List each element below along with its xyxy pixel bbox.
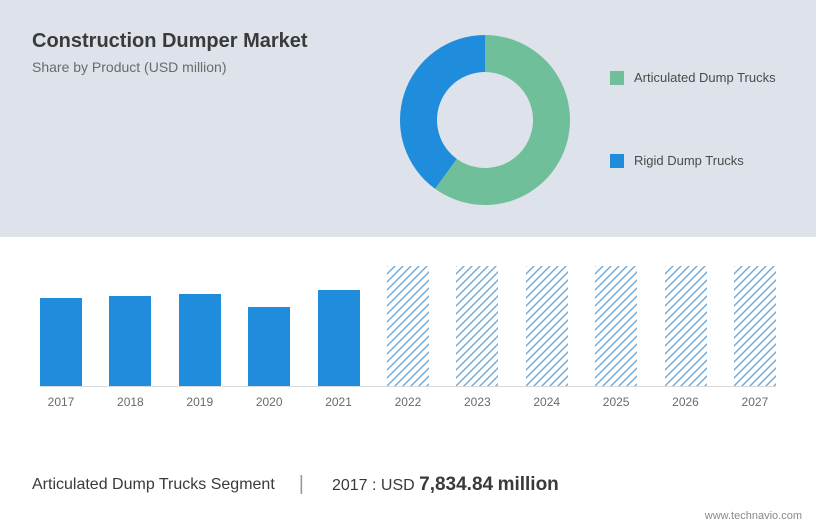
stat-value: 2017 : USD 7,834.84 million — [332, 474, 559, 496]
source-url: www.technavio.com — [705, 510, 802, 522]
divider: | — [299, 473, 304, 496]
bar-slot — [318, 290, 360, 386]
stat-suffix: million — [498, 474, 559, 495]
legend-swatch — [610, 154, 624, 168]
bar-slot — [387, 266, 429, 386]
bar — [318, 290, 360, 386]
bar-slot — [109, 296, 151, 386]
bar-slot — [734, 266, 776, 386]
bar — [526, 266, 568, 386]
segment-label: Articulated Dump Trucks Segment — [32, 476, 275, 494]
donut-slice — [400, 35, 485, 189]
legend-label: Articulated Dump Trucks — [634, 70, 776, 85]
bar — [665, 266, 707, 386]
x-axis-labels: 2017 2018 2019 2020 2021 2022 2023 2024 2025 2026… — [40, 395, 776, 409]
x-label: 2027 — [734, 395, 776, 409]
bar-slot — [595, 266, 637, 386]
stat-number: 7,834.84 — [419, 474, 493, 495]
bar-area — [40, 267, 776, 387]
x-label: 2021 — [318, 395, 360, 409]
legend-item: Rigid Dump Trucks — [610, 153, 776, 168]
colon: : — [372, 477, 381, 494]
bar-chart: 2017 2018 2019 2020 2021 2022 2023 2024 2025 2026… — [40, 267, 776, 417]
x-label: 2022 — [387, 395, 429, 409]
x-label: 2025 — [595, 395, 637, 409]
bar-slot — [248, 307, 290, 386]
bar — [109, 296, 151, 386]
x-label: 2023 — [456, 395, 498, 409]
legend-swatch — [610, 71, 624, 85]
x-label: 2024 — [526, 395, 568, 409]
bar — [456, 266, 498, 386]
bar — [179, 294, 221, 386]
bar-slot — [665, 266, 707, 386]
bar — [40, 298, 82, 386]
bar-slot — [456, 266, 498, 386]
bar-slot — [179, 294, 221, 386]
page-title: Construction Dumper Market — [32, 30, 308, 53]
title-block: Construction Dumper Market Share by Prod… — [32, 30, 308, 75]
bar-slot — [40, 298, 82, 386]
stat-prefix: USD — [381, 477, 415, 494]
top-panel: Construction Dumper Market Share by Prod… — [0, 0, 816, 237]
x-label: 2017 — [40, 395, 82, 409]
x-label: 2019 — [179, 395, 221, 409]
x-label: 2020 — [248, 395, 290, 409]
bar-slot — [526, 266, 568, 386]
bar — [595, 266, 637, 386]
bottom-stat-row: Articulated Dump Trucks Segment | 2017 :… — [32, 473, 784, 496]
bar-panel: 2017 2018 2019 2020 2021 2022 2023 2024 2025 2026… — [0, 237, 816, 437]
bar — [387, 266, 429, 386]
bar — [248, 307, 290, 386]
donut-chart — [395, 30, 575, 210]
stat-year: 2017 — [332, 477, 368, 494]
x-label: 2018 — [109, 395, 151, 409]
legend-label: Rigid Dump Trucks — [634, 153, 744, 168]
page-subtitle: Share by Product (USD million) — [32, 59, 308, 75]
bar — [734, 266, 776, 386]
x-label: 2026 — [665, 395, 707, 409]
legend-item: Articulated Dump Trucks — [610, 70, 776, 85]
legend: Articulated Dump Trucks Rigid Dump Trucks — [610, 70, 776, 236]
